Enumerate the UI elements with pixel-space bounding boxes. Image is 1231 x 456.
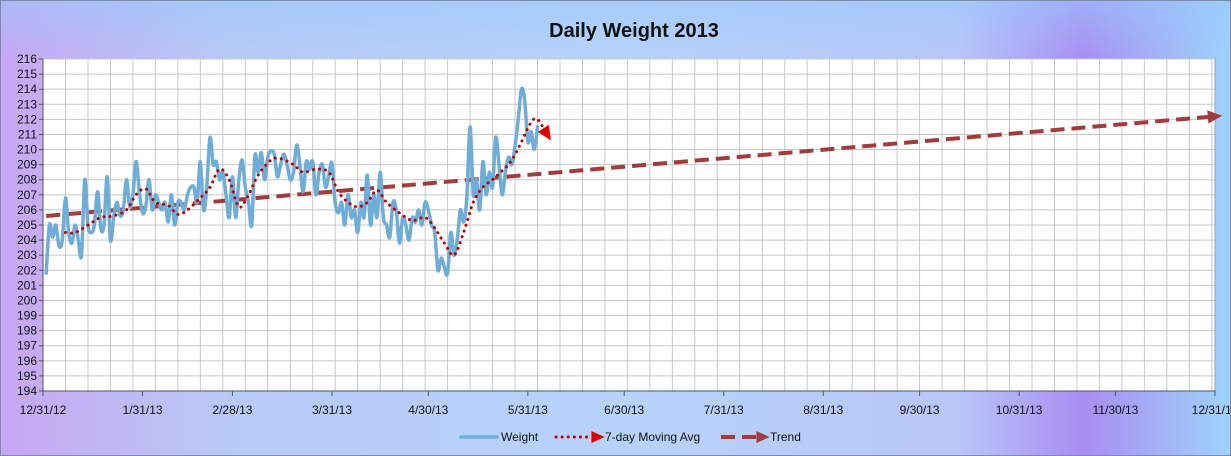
x-tick-label: 12/31/12 [20, 403, 67, 417]
y-tick-label: 204 [17, 233, 37, 247]
legend-item: Weight [459, 430, 539, 444]
legend: Weight 7-day Moving Avg Trend [459, 430, 801, 444]
series-line [46, 114, 1216, 218]
x-tick-label: 3/31/13 [312, 403, 352, 417]
x-tick-label: 11/30/13 [1093, 403, 1139, 417]
x-tick-label: 1/31/13 [123, 403, 163, 417]
y-tick-label: 194 [17, 384, 37, 398]
series-7-day-moving-avg [64, 116, 551, 257]
axes: 1941951961971981992002012022032042052062… [17, 52, 1230, 417]
series-line [64, 116, 549, 257]
y-tick-label: 208 [17, 173, 37, 187]
series-end-arrow [1207, 110, 1223, 124]
series-end-arrow [537, 124, 551, 141]
y-tick-label: 197 [17, 339, 37, 353]
y-tick-label: 216 [17, 52, 37, 66]
chart-title: Daily Weight 2013 [549, 20, 719, 42]
x-tick-label: 12/31/13 [1192, 403, 1230, 417]
legend-label: 7-day Moving Avg [605, 430, 700, 444]
x-tick-label: 6/30/13 [604, 403, 644, 417]
series-weight [44, 86, 540, 277]
x-tick-label: 4/30/13 [408, 403, 448, 417]
x-tick-label: 8/31/13 [803, 403, 843, 417]
y-tick-label: 209 [17, 158, 37, 172]
legend-item: 7-day Moving Avg [554, 430, 700, 444]
series-layer [44, 86, 1223, 277]
y-tick-label: 195 [17, 369, 37, 383]
y-tick-label: 212 [17, 112, 37, 126]
y-tick-label: 201 [17, 278, 37, 292]
y-tick-label: 205 [17, 218, 37, 232]
legend-arrow [756, 430, 770, 444]
y-tick-label: 199 [17, 309, 37, 323]
y-tick-label: 198 [17, 324, 37, 338]
y-tick-label: 211 [18, 127, 37, 141]
grid-lines [43, 58, 1215, 392]
y-tick-label: 200 [17, 293, 37, 307]
series-trend [46, 110, 1223, 218]
y-tick-label: 203 [17, 248, 37, 262]
y-tick-label: 215 [17, 67, 37, 81]
y-tick-label: 210 [17, 143, 37, 157]
y-tick-label: 207 [17, 188, 37, 202]
x-tick-label: 9/30/13 [900, 403, 940, 417]
x-tick-label: 5/31/13 [508, 403, 548, 417]
y-tick-label: 206 [17, 203, 37, 217]
y-tick-label: 196 [17, 354, 37, 368]
legend-label: Trend [770, 430, 801, 444]
x-tick-label: 2/28/13 [212, 403, 252, 417]
x-tick-label: 10/31/13 [996, 403, 1043, 417]
legend-item: Trend [721, 430, 801, 444]
series-line [44, 86, 540, 277]
y-tick-label: 214 [17, 82, 37, 96]
legend-label: Weight [501, 430, 539, 444]
y-tick-label: 213 [17, 97, 37, 111]
x-tick-label: 7/31/13 [704, 403, 744, 417]
legend-arrow [591, 430, 605, 444]
y-tick-label: 202 [17, 263, 37, 277]
